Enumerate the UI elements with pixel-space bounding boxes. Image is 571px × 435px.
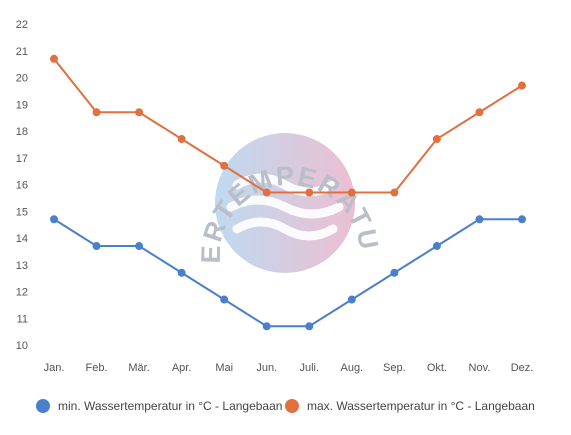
x-tick-label: Nov.	[469, 362, 491, 374]
x-tick-label: Aug.	[340, 362, 363, 374]
x-tick-label: Mär.	[128, 362, 149, 374]
data-point[interactable]	[220, 161, 229, 170]
data-point[interactable]	[135, 108, 144, 117]
legend-label-max: max. Wassertemperatur in °C - Langebaan	[307, 399, 535, 413]
data-point[interactable]	[92, 108, 101, 117]
series-line	[53, 218, 522, 328]
data-point[interactable]	[432, 242, 441, 251]
data-point[interactable]	[347, 295, 356, 304]
x-tick-label: Juli.	[299, 362, 319, 374]
y-tick-label: 14	[16, 233, 28, 245]
data-point[interactable]	[177, 135, 186, 144]
x-tick-label: Sep.	[383, 362, 406, 374]
series-layer	[50, 54, 526, 331]
y-tick-label: 16	[16, 180, 28, 192]
y-tick-label: 22	[16, 19, 28, 31]
x-tick-label: Okt.	[427, 362, 447, 374]
x-tick-label: Feb.	[86, 362, 108, 374]
x-tick-label: Mai	[215, 362, 233, 374]
data-point[interactable]	[262, 322, 271, 331]
x-tick-label: Jan.	[44, 362, 65, 374]
legend-item-min[interactable]: min. Wassertemperatur in °C - Langebaan	[36, 399, 282, 413]
y-tick-label: 19	[16, 99, 28, 111]
x-tick-label: Jun.	[256, 362, 277, 374]
y-tick-label: 15	[16, 206, 28, 218]
y-tick-label: 18	[16, 126, 28, 138]
legend-marker-max	[285, 399, 299, 413]
data-point[interactable]	[518, 81, 526, 90]
data-point[interactable]	[475, 215, 484, 224]
y-axis-ticks: 10 11 12 13 14 15 16 17 18 19 20 21 22	[16, 19, 28, 352]
data-point[interactable]	[92, 242, 101, 251]
series-max	[50, 54, 526, 197]
data-point[interactable]	[432, 135, 441, 144]
data-point[interactable]	[390, 268, 399, 277]
data-point[interactable]	[390, 188, 399, 197]
legend-marker-min	[36, 399, 50, 413]
y-tick-label: 12	[16, 287, 28, 299]
x-tick-label: Apr.	[172, 362, 192, 374]
data-point[interactable]	[305, 188, 314, 197]
series-min	[50, 215, 526, 331]
y-tick-label: 20	[16, 73, 28, 85]
series-line	[53, 58, 523, 194]
x-tick-label: Dez.	[511, 362, 534, 374]
data-point[interactable]	[305, 322, 314, 331]
x-axis-ticks: Jan. Feb. Mär. Apr. Mai Jun. Juli. Aug. Sep. Okt.…	[44, 362, 534, 374]
data-point[interactable]	[347, 188, 356, 197]
data-point[interactable]	[177, 268, 186, 277]
y-tick-label: 11	[17, 313, 28, 325]
data-point[interactable]	[262, 188, 271, 197]
y-tick-label: 21	[16, 46, 28, 58]
legend-item-max[interactable]: max. Wassertemperatur in °C - Langebaan	[285, 399, 535, 413]
legend: min. Wassertemperatur in °C - Langebaan …	[0, 399, 571, 421]
data-point[interactable]	[220, 295, 229, 304]
data-point[interactable]	[50, 215, 58, 224]
data-point[interactable]	[135, 242, 144, 251]
data-point[interactable]	[518, 215, 526, 224]
y-tick-label: 10	[16, 340, 28, 352]
y-tick-label: 17	[16, 153, 28, 165]
data-point[interactable]	[50, 54, 58, 63]
legend-label-min: min. Wassertemperatur in °C - Langebaan	[58, 399, 283, 413]
y-tick-label: 13	[16, 260, 28, 272]
data-point[interactable]	[475, 108, 484, 117]
watermark-logo: WASSERTEMPERATUR.ORG	[0, 0, 382, 273]
